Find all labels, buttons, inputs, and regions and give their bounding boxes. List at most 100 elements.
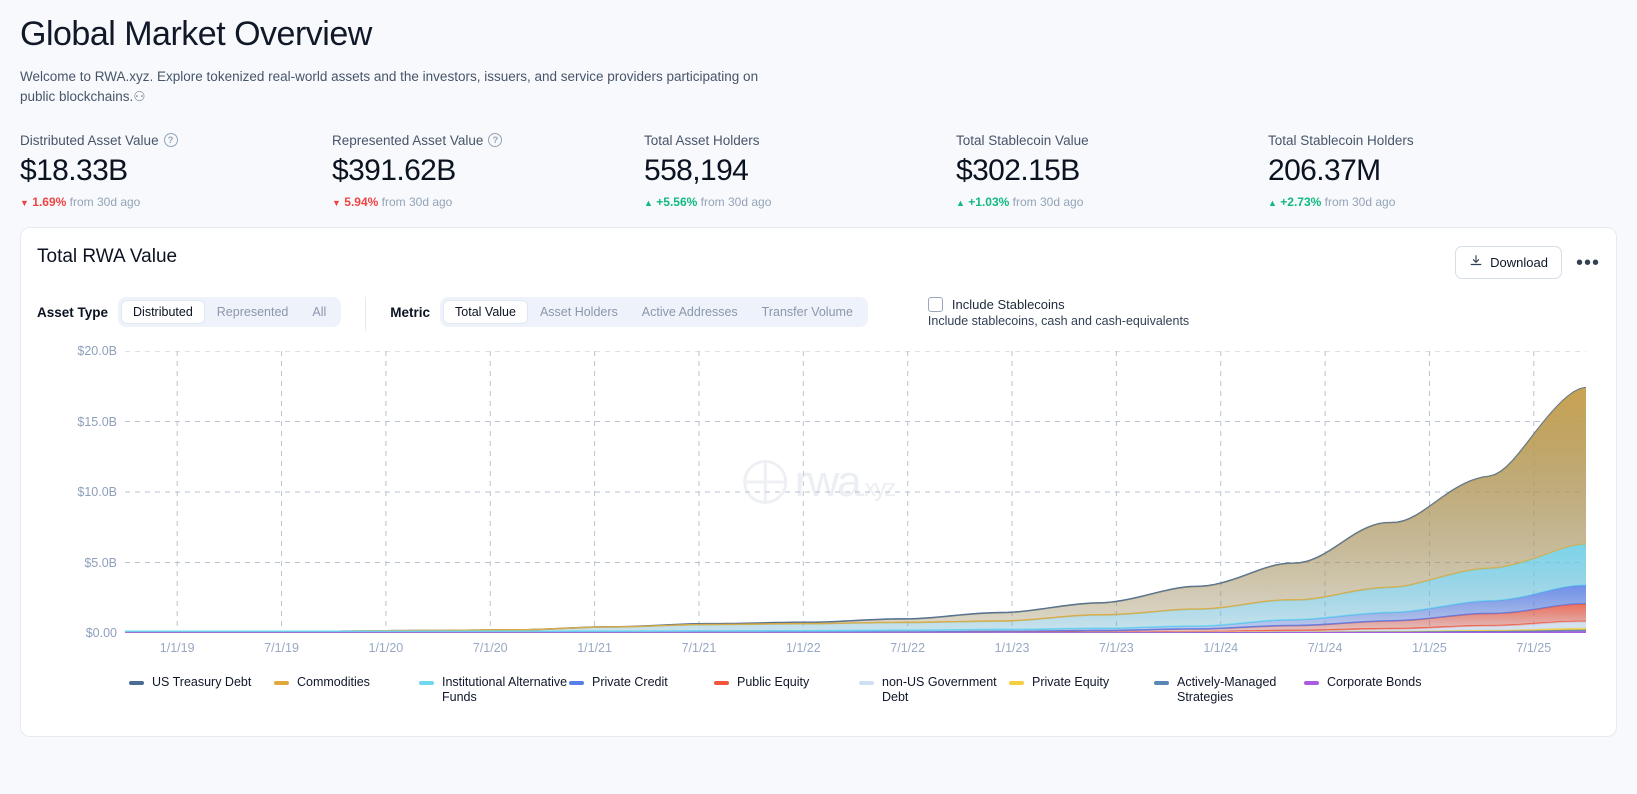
include-stablecoins-label: Include Stablecoins [951,297,1065,313]
legend-item-label: Commodities [297,675,370,690]
metric-segmented: Total Value Asset Holders Active Addresses… [440,297,868,328]
y-axis-tick-label: $20.0B [77,344,117,359]
decorative-glyph: ⚇ [133,88,145,104]
metric-delta-pct: +2.73% [1280,195,1322,210]
x-axis-tick-label: 7/1/23 [1099,641,1134,656]
legend-item-label: Public Equity [737,675,810,690]
trend-arrow-icon: ▲ [644,198,653,209]
controls-divider [365,297,367,332]
legend-item-label: Corporate Bonds [1327,675,1422,690]
metric-card: Total Stablecoin Holders 206.37M ▲ +2.73% … [1268,133,1580,210]
legend-swatch-icon [419,681,434,686]
info-icon[interactable]: ? [163,133,178,148]
y-axis-labels: $0.00 $5.0B $10.0B $15.0B $20.0B [37,344,117,640]
legend-item[interactable]: Corporate Bonds [1304,675,1449,705]
chart-plot[interactable] [125,351,1586,633]
more-options-icon[interactable]: ••• [1575,251,1600,274]
metric-card: Distributed Asset Value? $18.33B ▼ 1.69% f… [20,133,332,209]
legend-item[interactable]: US Treasury Debt [129,675,274,705]
asset-type-label: Asset Type [37,304,109,320]
metric-delta: ▼ 5.94% from 30d ago [332,195,644,209]
metric-option-asset-holders[interactable]: Asset Holders [539,305,618,320]
metric-delta: ▲ +1.03% from 30d ago [956,195,1268,209]
legend-swatch-icon [1304,681,1319,686]
legend-item[interactable]: Institutional Alternative Funds [419,675,569,705]
trend-arrow-icon: ▼ [332,198,341,209]
stacked-area-svg [125,351,1586,633]
legend-item-label: non-US Government Debt [882,675,997,705]
include-stablecoins-control: Include Stablecoins Include stablecoins,… [927,297,1190,329]
metric-delta-pct: +5.56% [656,195,698,210]
metric-label-text: Total Asset Holders [644,132,760,148]
metric-label: Total Stablecoin Value [956,133,1268,148]
x-axis-tick-label: 1/1/24 [1203,641,1239,656]
legend-swatch-icon [569,681,584,686]
metric-label: Metric [390,304,431,320]
include-stablecoins-checkbox[interactable] [927,297,943,313]
metric-delta-pct: 5.94% [344,195,379,210]
x-axis-tick-label: 1/1/23 [994,641,1030,656]
metric-card: Represented Asset Value? $391.62B ▼ 5.94% … [332,132,644,209]
metric-option-transfer-volume[interactable]: Transfer Volume [761,305,853,320]
legend-swatch-icon [1009,681,1024,686]
metric-delta-suffix: from 30d ago [700,195,772,210]
metric-value: $391.62B [332,153,456,187]
x-axis-tick-label: 1/1/25 [1412,641,1447,656]
legend-item-label: Institutional Alternative Funds [442,675,568,705]
legend-item-label: US Treasury Debt [152,675,252,690]
info-icon[interactable]: ? [488,133,503,148]
card-actions: Download ••• [1455,246,1600,280]
x-axis-tick-label: 7/1/25 [1516,641,1552,656]
legend-item[interactable]: Public Equity [714,675,859,705]
page-title: Global Market Overview [20,15,372,53]
metric-option-total-value[interactable]: Total Value [443,300,528,325]
metric-label-text: Total Stablecoin Holders [1268,132,1414,148]
include-stablecoins-subtitle: Include stablecoins, cash and cash-equiv… [927,314,1190,329]
y-axis-tick-label: $10.0B [77,485,117,500]
metric-delta-pct: 1.69% [32,195,67,210]
legend-swatch-icon [274,681,289,686]
legend-item[interactable]: Actively-Managed Strategies [1154,675,1304,705]
metric-label-text: Total Stablecoin Value [956,132,1089,148]
metric-value: $18.33B [20,153,128,187]
metric-label: Total Stablecoin Holders [1268,133,1580,148]
asset-type-control: Asset Type Distributed Represented All [37,297,342,328]
legend-item[interactable]: non-US Government Debt [859,675,1009,705]
y-axis-tick-label: $0.00 [85,626,117,641]
legend-item[interactable]: Private Credit [569,675,714,705]
page-root: Global Market Overview Welcome to RWA.xy… [0,0,1637,737]
x-axis-labels: 1/1/19 7/1/19 1/1/20 7/1/20 1/1/21 7/1/21 1/1/… [125,641,1586,661]
metric-option-active-addresses[interactable]: Active Addresses [641,305,738,320]
legend-item-label: Actively-Managed Strategies [1177,675,1277,705]
y-axis-tick-label: $5.0B [84,555,117,570]
metric-delta: ▼ 1.69% from 30d ago [20,195,332,209]
trend-arrow-icon: ▲ [956,198,965,209]
x-axis-tick-label: 7/1/19 [264,641,299,656]
intro-line-1: Welcome to RWA.xyz. Explore tokenized re… [20,68,759,84]
asset-type-option-all[interactable]: All [312,305,327,320]
legend-swatch-icon [714,681,729,686]
metric-value: $302.15B [956,153,1080,187]
legend-swatch-icon [129,681,144,686]
metric-card: Total Asset Holders 558,194 ▲ +5.56% from … [644,133,956,210]
download-icon [1469,254,1483,271]
x-axis-tick-label: 1/1/22 [785,641,821,656]
asset-type-option-represented[interactable]: Represented [216,305,289,320]
include-stablecoins-row[interactable]: Include Stablecoins [927,297,1189,313]
chart-area: $0.00 $5.0B $10.0B $15.0B $20.0B rwa.xyz 1/1… [37,344,1600,655]
area-series [125,544,1586,632]
download-button[interactable]: Download [1455,246,1562,280]
x-axis-tick-label: 1/1/19 [159,641,195,656]
legend-item[interactable]: Commodities [274,675,419,705]
trend-arrow-icon: ▼ [20,198,29,209]
x-axis-tick-label: 1/1/20 [368,641,404,656]
metric-delta-suffix: from 30d ago [69,195,141,210]
metric-value: 558,194 [644,153,749,187]
asset-type-segmented: Distributed Represented All [118,297,342,328]
asset-type-option-distributed[interactable]: Distributed [121,300,205,325]
metric-delta-suffix: from 30d ago [1012,195,1084,210]
metric-label-text: Represented Asset Value [332,132,484,148]
legend-item-label: Private Credit [592,675,668,690]
legend-item[interactable]: Private Equity [1009,675,1154,705]
metric-control: Metric Total Value Asset Holders Active Ad… [390,297,868,328]
